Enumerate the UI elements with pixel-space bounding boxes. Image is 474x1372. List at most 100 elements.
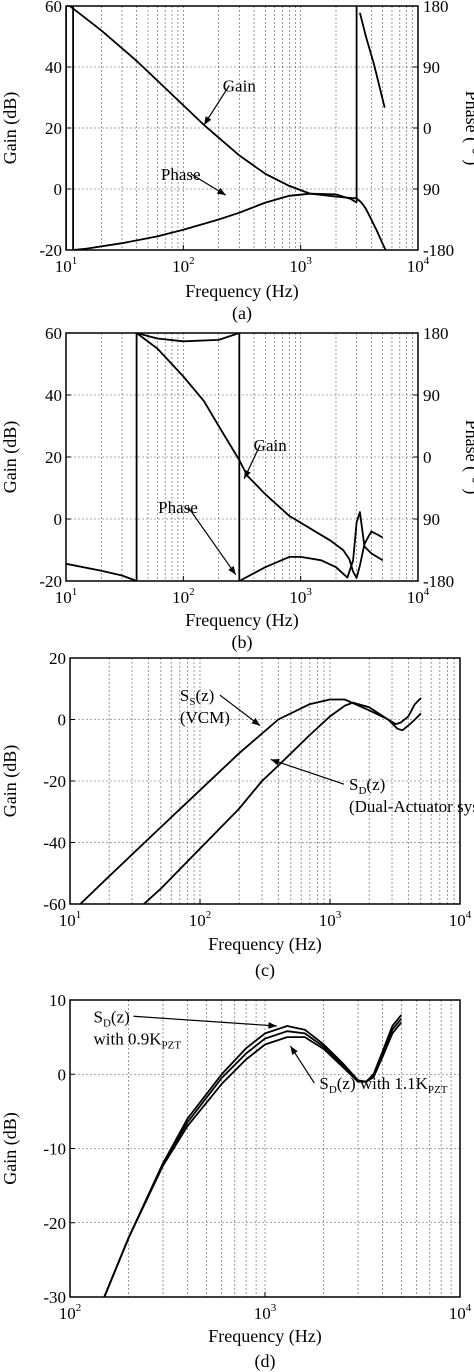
- x-tick-label: 103: [289, 586, 312, 607]
- series-line-3: [73, 192, 358, 250]
- series-line-0: [68, 6, 357, 200]
- annotation-arrow: [219, 694, 261, 727]
- y2-tick-label: -180: [423, 572, 454, 591]
- figure-caption: (c): [255, 960, 275, 981]
- annotation-label-line2: (Dual-Actuator system): [349, 797, 474, 816]
- y-tick-label: -20: [43, 1214, 66, 1233]
- annotation-arrowhead: [244, 469, 251, 479]
- annotation-label: Phase: [161, 165, 201, 184]
- y2-tick-label: -180: [423, 241, 454, 260]
- chart-panel-a: 60 40 20 0 -20 180 90 0 90 -180 101 102 103 104 Freque…: [0, 0, 474, 324]
- series-line-0: [136, 333, 384, 579]
- x-tick-label: 102: [172, 586, 195, 607]
- y2-tick-label: 90: [423, 386, 440, 405]
- x-tick-label: 101: [59, 909, 82, 930]
- y-tick-label: -20: [39, 572, 62, 591]
- y2-tick-label: 0: [423, 448, 432, 467]
- x-tick-label: 103: [254, 1302, 277, 1323]
- x-tick-label: 101: [55, 255, 78, 276]
- y-tick-label: 40: [45, 58, 62, 77]
- series-line-2: [66, 6, 74, 250]
- annotation-0: Gain: [203, 76, 256, 126]
- annotation-label-line2: with 0.9KPZT: [94, 1029, 182, 1051]
- series-line-5: [359, 12, 386, 108]
- series-line-1: [355, 197, 387, 250]
- y-tick-label: 0: [54, 180, 63, 199]
- x-tick-label: 102: [59, 1302, 82, 1323]
- annotation-1: Phase: [158, 498, 237, 576]
- series-line-2: [103, 1021, 403, 1297]
- grid-lines: [66, 6, 418, 250]
- y-axis-label: Gain (dB): [0, 92, 21, 164]
- annotation-1: Phase: [161, 165, 227, 196]
- y2-tick-label: 90: [423, 180, 440, 199]
- annotation-1: SD(z)(Dual-Actuator system): [270, 758, 474, 816]
- annotation-arrowhead: [251, 717, 261, 726]
- y2-tick-label: 0: [423, 119, 432, 138]
- y-tick-label: 20: [49, 649, 66, 668]
- y-tick-label: -40: [43, 834, 66, 853]
- annotation-arrowhead: [203, 116, 212, 125]
- chart-panel-b: 60 40 20 0 -20 180 90 0 90 -180 101 102 103 104 Freque…: [0, 324, 474, 653]
- annotation-label-line2: (VCM): [180, 708, 230, 727]
- annotation-label: Phase: [158, 498, 198, 517]
- series-line-1: [143, 701, 422, 904]
- grid-lines: [70, 658, 460, 904]
- x-axis-label: Frequency (Hz): [185, 281, 298, 302]
- series-line-3: [136, 333, 240, 343]
- y-tick-label: 10: [49, 991, 66, 1010]
- x-tick-label: 104: [407, 255, 430, 276]
- series-group: [66, 6, 387, 250]
- annotation-arrowhead: [268, 1022, 277, 1029]
- x-tick-label: 104: [449, 909, 472, 930]
- y-tick-label: -60: [43, 895, 66, 914]
- x-tick-label: 101: [55, 586, 78, 607]
- annotation-arrowhead: [216, 187, 226, 196]
- y-axis-label: Gain (dB): [0, 745, 21, 817]
- x-tick-label: 103: [289, 255, 312, 276]
- y-tick-label: 0: [58, 1065, 67, 1084]
- annotation-arrowhead: [270, 758, 280, 766]
- figure-caption: (a): [232, 303, 252, 324]
- series-group: [103, 1014, 403, 1297]
- series-line-0: [79, 697, 422, 904]
- x-tick-label: 102: [189, 909, 212, 930]
- series-line-5: [238, 511, 384, 581]
- y-tick-label: 0: [58, 711, 67, 730]
- series-line-1: [66, 562, 137, 581]
- grid-lines: [66, 333, 418, 581]
- y-tick-label: 60: [45, 0, 62, 16]
- y2-axis-label: Phase ( ° ): [461, 420, 474, 495]
- annotation-arrow: [187, 506, 237, 576]
- annotation-0: SS(z)(VCM): [180, 686, 261, 727]
- y2-tick-label: 90: [423, 58, 440, 77]
- y2-tick-label: 180: [423, 324, 449, 343]
- annotation-label: Gain: [254, 436, 288, 455]
- figure-caption: (b): [232, 632, 253, 653]
- y2-axis-label: Phase ( ° ): [461, 91, 474, 166]
- y-tick-label: 40: [45, 386, 62, 405]
- figure-caption: (d): [255, 1351, 276, 1372]
- x-tick-label: 102: [172, 255, 195, 276]
- y-tick-label: 20: [45, 448, 62, 467]
- annotation-arrowhead: [228, 566, 236, 575]
- annotation-arrowhead: [290, 1046, 298, 1055]
- annotation-label: SS(z): [180, 686, 214, 708]
- annotation-label: SD(z) with 1.1KPZT: [319, 1074, 447, 1096]
- annotation-label: SD(z): [94, 1007, 130, 1029]
- y-tick-label: -10: [43, 1140, 66, 1159]
- annotation-label: SD(z): [349, 775, 385, 797]
- annotation-arrow: [133, 1015, 277, 1027]
- y-tick-label: 0: [54, 510, 63, 529]
- plot-frame: [69, 657, 461, 905]
- y2-tick-label: 180: [423, 0, 449, 16]
- series-group: [79, 697, 422, 904]
- y-tick-label: -20: [43, 772, 66, 791]
- x-tick-label: 104: [407, 586, 430, 607]
- x-axis-label: Frequency (Hz): [208, 934, 321, 955]
- y-tick-label: -20: [39, 241, 62, 260]
- grid-lines: [70, 1000, 460, 1297]
- y-tick-label: 20: [45, 119, 62, 138]
